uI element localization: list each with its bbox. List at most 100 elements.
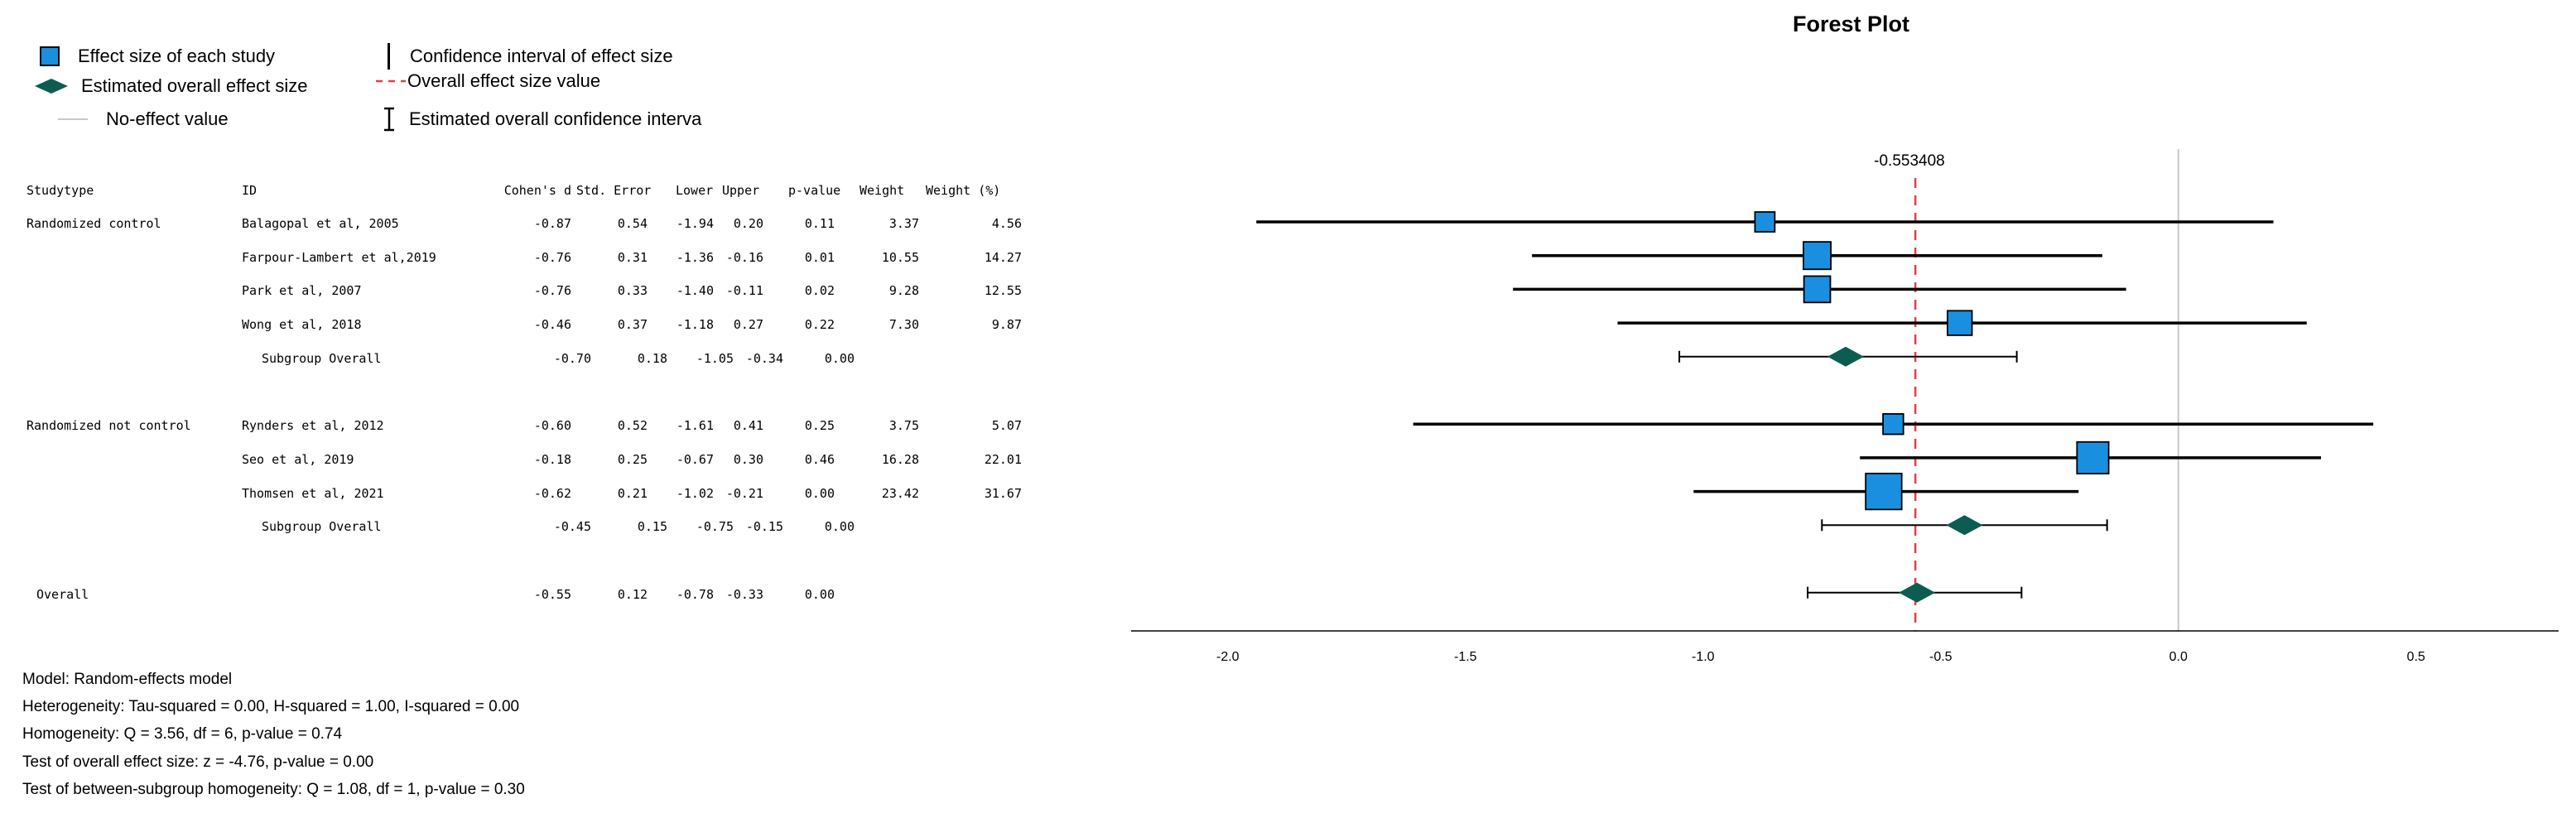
cell-d: -0.55 bbox=[533, 586, 571, 602]
cell-d: -0.45 bbox=[553, 519, 591, 535]
cell-upper: -0.15 bbox=[745, 519, 783, 535]
cell-se: 0.18 bbox=[637, 350, 667, 366]
header-weight: Weight bbox=[859, 183, 905, 198]
cell-id: Subgroup Overall bbox=[262, 350, 382, 366]
legend-label-overall-ci: Estimated overall confidence interva bbox=[409, 108, 702, 129]
note-heterogeneity: Heterogeneity: Tau-squared = 0.00, H-squ… bbox=[22, 698, 520, 715]
cell-id: Subgroup Overall bbox=[262, 519, 382, 535]
legend-label-ref: Overall effect size value bbox=[407, 70, 601, 91]
overall-effect-label: -0.553408 bbox=[1874, 152, 1945, 170]
cell-weight-pct: 14.27 bbox=[984, 249, 1022, 265]
cell-p: 0.00 bbox=[804, 586, 835, 602]
legend-item-study: Effect size of each study bbox=[40, 41, 275, 71]
cell-studytype: Randomized not control bbox=[26, 418, 191, 434]
legend-label-no-effect: No-effect value bbox=[106, 108, 229, 129]
header-lower: Lower bbox=[676, 183, 714, 198]
study-square bbox=[1947, 310, 1973, 336]
cell-lower: -1.61 bbox=[676, 418, 714, 434]
header-weight-pct: Weight (%) bbox=[926, 183, 1001, 198]
study-square bbox=[1754, 211, 1776, 233]
legend-item-overall-ci: Estimated overall confidence interva bbox=[383, 104, 701, 134]
x-tick-label: -1.0 bbox=[1692, 650, 1715, 664]
x-tick-label: -2.0 bbox=[1216, 650, 1240, 664]
legend-item-ref: Overall effect size value bbox=[374, 66, 600, 96]
summary-diamond bbox=[1899, 582, 1936, 603]
cell-weight-pct: 5.07 bbox=[991, 418, 1022, 434]
cell-weight: 23.42 bbox=[881, 485, 919, 501]
cell-p: 0.25 bbox=[804, 418, 835, 434]
cell-se: 0.31 bbox=[617, 249, 648, 265]
ci-cap-icon bbox=[384, 107, 394, 132]
cell-se: 0.54 bbox=[617, 216, 648, 231]
legend-label-overall: Estimated overall effect size bbox=[81, 75, 308, 96]
cell-se: 0.25 bbox=[617, 451, 648, 467]
dashed-line-icon bbox=[376, 79, 406, 83]
legend-label-ci: Confidence interval of effect size bbox=[410, 46, 673, 66]
cell-lower: -1.18 bbox=[676, 317, 714, 333]
cell-se: 0.21 bbox=[617, 485, 648, 501]
cell-weight-pct: 9.87 bbox=[991, 317, 1022, 333]
study-square bbox=[1803, 275, 1832, 304]
note-model: Model: Random-effects model bbox=[22, 671, 233, 688]
forest-plot: Forest Plot -0.553408 -2.0 -1.5 -1.0 -0.5 0.0… bbox=[1126, 0, 2576, 823]
cell-studytype: Overall bbox=[36, 586, 89, 602]
cell-se: 0.33 bbox=[617, 283, 648, 299]
cell-upper: -0.33 bbox=[725, 586, 763, 602]
cell-id: Wong et al, 2018 bbox=[242, 317, 362, 333]
cell-d: -0.76 bbox=[533, 283, 571, 299]
cell-upper: -0.11 bbox=[725, 283, 763, 299]
cell-se: 0.52 bbox=[617, 418, 648, 434]
cell-lower: -1.94 bbox=[676, 216, 714, 231]
note-homogeneity: Homogeneity: Q = 3.56, df = 6, p-value =… bbox=[22, 725, 343, 743]
study-table: Studytype ID Cohen's d Std. Error Lower … bbox=[0, 0, 1076, 629]
study-square bbox=[1803, 241, 1832, 271]
cell-upper: 0.20 bbox=[733, 216, 763, 231]
cell-d: -0.76 bbox=[533, 249, 571, 265]
legend-item-overall: Estimated overall effect size bbox=[33, 71, 308, 101]
header-se: Std. Error bbox=[576, 183, 652, 198]
cell-upper: -0.16 bbox=[725, 249, 763, 265]
cell-id: Thomsen et al, 2021 bbox=[242, 485, 384, 501]
cell-upper: -0.34 bbox=[745, 350, 783, 366]
cell-p: 0.46 bbox=[804, 451, 835, 467]
cell-d: -0.62 bbox=[533, 485, 571, 501]
header-studytype: Studytype bbox=[26, 183, 94, 198]
cell-upper: 0.30 bbox=[733, 451, 763, 467]
x-tick-label: 0.0 bbox=[2169, 650, 2188, 664]
cell-p: 0.01 bbox=[804, 249, 835, 265]
cell-d: -0.18 bbox=[533, 451, 571, 467]
cell-weight: 10.55 bbox=[881, 249, 919, 265]
summary-diamond bbox=[1946, 515, 1983, 536]
cell-upper: 0.41 bbox=[733, 418, 763, 434]
legend-label-study: Effect size of each study bbox=[78, 46, 276, 66]
study-square-icon bbox=[40, 46, 60, 66]
chart-title: Forest Plot bbox=[1792, 12, 1909, 36]
cell-weight: 7.30 bbox=[888, 317, 919, 333]
diamond-icon bbox=[35, 79, 68, 94]
cell-lower: -0.67 bbox=[676, 451, 714, 467]
no-effect-line-icon bbox=[58, 118, 88, 120]
cell-se: 0.12 bbox=[617, 586, 648, 602]
summary-diamond bbox=[1827, 346, 1864, 367]
note-overall-test: Test of overall effect size: z = -4.76, … bbox=[22, 753, 374, 771]
legend: Effect size of each study Estimated over… bbox=[0, 0, 828, 141]
cell-lower: -1.05 bbox=[696, 350, 734, 366]
cell-weight-pct: 4.56 bbox=[991, 216, 1022, 231]
cell-weight: 16.28 bbox=[881, 451, 919, 467]
cell-d: -0.70 bbox=[553, 350, 591, 366]
cell-lower: -1.36 bbox=[676, 249, 714, 265]
cell-d: -0.87 bbox=[533, 216, 571, 231]
cell-upper: 0.27 bbox=[733, 317, 763, 333]
cell-id: Park et al, 2007 bbox=[242, 283, 362, 299]
cell-weight: 3.37 bbox=[888, 216, 919, 231]
cell-id: Seo et al, 2019 bbox=[242, 451, 354, 467]
forest-svg: -0.553408 -2.0 -1.5 -1.0 -0.5 0.0 0.5 bbox=[1131, 149, 2559, 664]
cell-d: -0.46 bbox=[533, 317, 571, 333]
cell-weight-pct: 31.67 bbox=[984, 485, 1022, 501]
cell-weight-pct: 22.01 bbox=[984, 451, 1022, 467]
header-p: p-value bbox=[788, 183, 841, 198]
cell-weight: 3.75 bbox=[888, 418, 919, 434]
cell-se: 0.15 bbox=[637, 519, 667, 535]
header-upper: Upper bbox=[722, 183, 760, 198]
cell-d: -0.60 bbox=[533, 418, 571, 434]
